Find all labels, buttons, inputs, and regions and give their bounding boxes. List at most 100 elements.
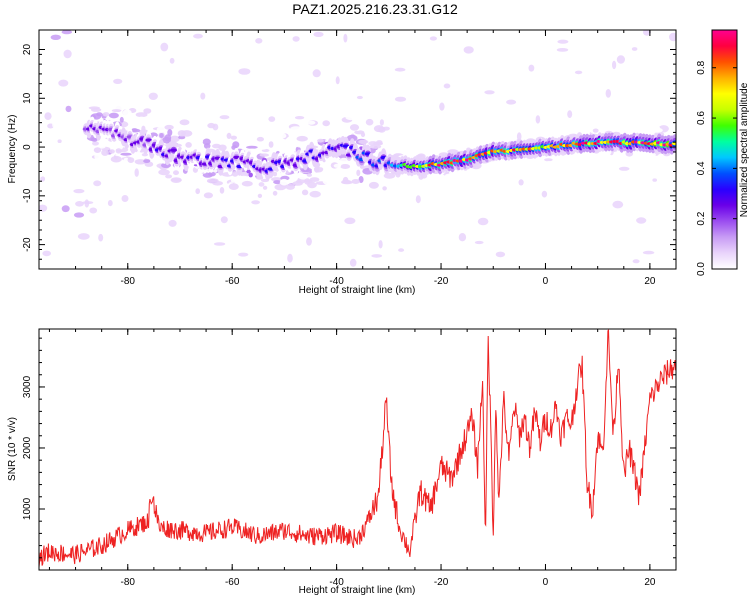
spectral-blob	[219, 187, 225, 194]
spectral-blob	[200, 92, 206, 100]
spectral-blob	[296, 135, 308, 142]
ridge-blob	[671, 141, 676, 146]
spectral-blob	[109, 149, 115, 154]
spectral-blob	[544, 158, 553, 162]
spectral-blob	[169, 57, 175, 64]
spectral-blob	[339, 157, 348, 163]
spectral-blob	[169, 135, 180, 142]
spectral-blob	[93, 180, 102, 187]
colorbar-tick-label: 0.8	[696, 60, 707, 74]
spectral-blob	[192, 139, 203, 144]
spectral-blob	[279, 178, 289, 186]
spectral-blob	[342, 104, 349, 110]
spectral-blob	[557, 39, 569, 44]
spectral-blob	[467, 171, 474, 178]
spectral-blob	[199, 209, 207, 214]
snr-y-tick-label: 1000	[22, 497, 33, 520]
spectral-blob	[458, 233, 467, 242]
spectral-blob	[578, 154, 587, 158]
spectral-blob	[262, 185, 268, 190]
spectral-blob	[309, 190, 321, 198]
spectral-blob	[253, 183, 258, 189]
spectral-blob	[477, 217, 489, 226]
spectral-blob	[616, 55, 626, 64]
spectral-blob	[307, 120, 316, 125]
colorbar: 0.0 0.2 0.4 0.6 0.8 Normalized spectral ampl…	[696, 29, 750, 276]
spectral-blob	[474, 240, 484, 245]
spectral-blob	[179, 261, 191, 269]
spectral-blob	[636, 217, 647, 224]
spectral-blob	[313, 131, 322, 138]
spectral-blob	[160, 42, 169, 52]
spectral-blob	[274, 203, 282, 208]
spectral-blob	[115, 148, 122, 154]
spectral-blob	[303, 127, 312, 130]
spectral-blob	[444, 142, 451, 149]
spectral-blob	[382, 186, 387, 191]
spectral-blob	[174, 252, 185, 258]
spectral-blob	[639, 151, 649, 157]
spectral-blob	[294, 116, 305, 120]
spectral-blob	[190, 110, 195, 118]
snr-series-line	[39, 329, 676, 568]
spectral-blob	[63, 49, 72, 59]
spectral-blob	[343, 33, 348, 43]
spectral-blob	[463, 46, 474, 54]
spectral-blob	[88, 106, 101, 110]
spectral-blob	[356, 169, 361, 176]
spectral-blob	[84, 199, 90, 208]
spectral-blob	[123, 177, 134, 181]
ridge-blob	[145, 138, 152, 142]
spectral-blob	[376, 140, 383, 145]
spectral-blob	[301, 189, 309, 196]
spectral-blob	[287, 253, 293, 263]
spectral-blob	[632, 259, 640, 264]
spectrogram-y-tick-label: -10	[22, 188, 33, 203]
spectral-blob	[226, 132, 232, 139]
spectral-blob	[207, 179, 219, 183]
spectral-blob	[273, 180, 282, 185]
spectral-blob	[195, 176, 200, 181]
spectral-blob	[181, 130, 193, 137]
spectral-blob	[171, 178, 182, 182]
spectrogram-y-tick-label: 20	[22, 44, 33, 56]
spectral-blob	[642, 250, 655, 255]
spectral-blob	[207, 122, 216, 129]
spectral-blob	[246, 169, 251, 174]
spectral-blob	[285, 183, 295, 190]
spectral-blob	[255, 38, 263, 44]
spectral-blob	[614, 156, 623, 160]
spectral-blob	[90, 137, 98, 142]
spectral-blob	[65, 105, 72, 113]
colorbar-tick-label: 0.6	[696, 111, 707, 125]
spectral-blob	[542, 127, 548, 134]
spectral-blob	[438, 207, 443, 213]
spectral-blob	[130, 128, 141, 133]
spectral-blob	[147, 183, 159, 188]
spectrogram-x-tick-label: -80	[121, 276, 136, 287]
spectral-blob	[605, 89, 611, 98]
spectral-blob	[296, 211, 304, 218]
spectral-blob	[322, 178, 332, 185]
snr-x-tick-label: 20	[644, 577, 656, 588]
spectral-blob	[571, 125, 580, 130]
spectral-blob	[50, 34, 61, 40]
spectrogram-frame	[38, 29, 677, 270]
spectral-blob	[292, 181, 303, 186]
spectral-blob	[545, 201, 550, 207]
spectral-blob	[119, 188, 130, 192]
spectral-blob	[412, 176, 418, 181]
spectral-blob	[560, 128, 571, 136]
spectral-blob	[267, 196, 276, 201]
spectral-blob	[164, 180, 171, 185]
spectral-blob	[124, 226, 135, 232]
spectral-blob	[274, 183, 287, 191]
spectral-blob	[345, 114, 357, 121]
spectral-blob	[126, 95, 133, 99]
spectral-blob	[127, 100, 134, 108]
colorbar-tick-label: 0.4	[696, 161, 707, 175]
snr-frame	[38, 328, 677, 571]
spectral-blob	[313, 31, 324, 37]
spectral-blob	[268, 116, 276, 122]
spectral-blob	[371, 205, 384, 210]
